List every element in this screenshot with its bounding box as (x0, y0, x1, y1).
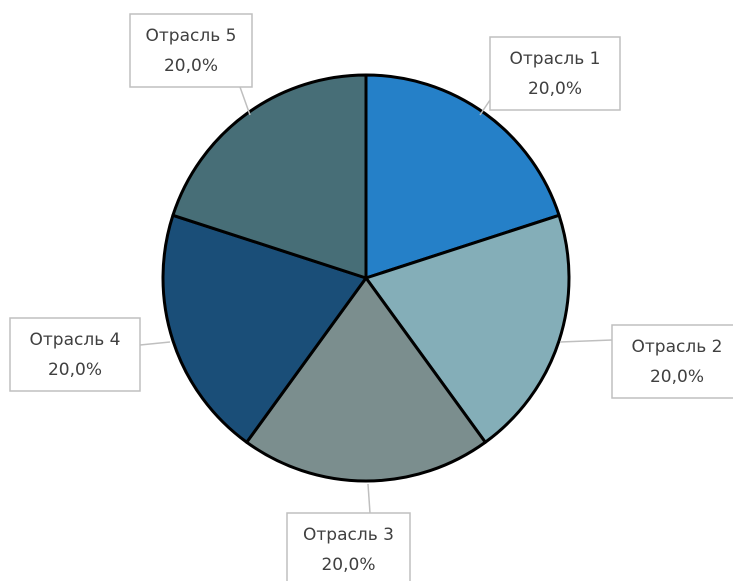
category-label: Отрасль 2 (632, 337, 723, 357)
category-label: Отрасль 1 (510, 49, 601, 69)
pie-slice (364, 73, 561, 280)
pie-slice (245, 276, 487, 483)
pie-slice (161, 213, 368, 444)
value-label: 20,0% (321, 555, 375, 575)
category-label: Отрасль 3 (303, 525, 394, 545)
label-box (489, 36, 621, 111)
leader-line (479, 99, 491, 116)
value-label: 20,0% (528, 79, 582, 99)
category-label: Отрасль 5 (146, 26, 237, 46)
leader-line (239, 86, 251, 116)
value-label: 20,0% (650, 367, 704, 387)
label-box (286, 512, 411, 581)
leader-line (139, 341, 171, 346)
leader-line (367, 483, 371, 514)
label-box (611, 324, 733, 399)
leader-line (559, 339, 613, 343)
category-label: Отрасль 4 (30, 330, 121, 350)
label-box (9, 317, 141, 392)
pie-slice (171, 73, 368, 280)
value-label: 20,0% (48, 360, 102, 380)
value-label: 20,0% (164, 56, 218, 76)
pie-slice (364, 213, 571, 444)
label-box (129, 13, 253, 88)
